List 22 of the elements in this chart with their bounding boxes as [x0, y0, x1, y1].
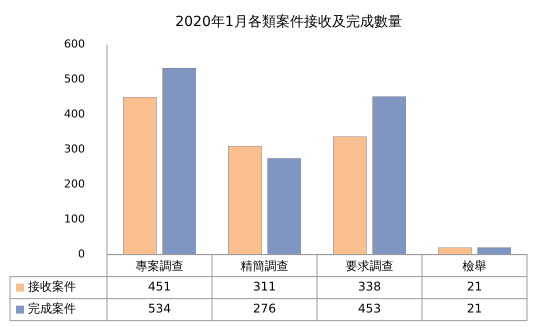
- legend-label: 完成案件: [28, 302, 76, 316]
- x-tick-label: 檢舉: [462, 258, 486, 273]
- data-label: 338: [358, 280, 381, 294]
- data-label: 534: [148, 302, 171, 316]
- chart-title: 2020年1月各類案件接收及完成數量: [175, 13, 402, 30]
- y-tick-label: 200: [64, 178, 85, 191]
- y-tick-label: 400: [64, 108, 85, 121]
- x-tick-label: 要求調查: [346, 258, 394, 273]
- legend-label: 接收案件: [28, 280, 76, 294]
- x-tick-label: 專案調查: [135, 258, 184, 273]
- data-label: 311: [253, 280, 276, 294]
- x-tick-label: 精簡調查: [240, 258, 288, 273]
- y-tick-label: 300: [64, 142, 85, 156]
- data-label: 21: [466, 280, 482, 294]
- y-tick-label: 0: [78, 247, 85, 260]
- data-label: 276: [253, 302, 276, 316]
- data-label: 451: [148, 280, 171, 294]
- y-tick-label: 500: [64, 72, 85, 86]
- y-tick-label: 100: [64, 212, 85, 226]
- y-tick-label: 600: [64, 38, 85, 51]
- data-label: 21: [466, 302, 482, 316]
- data-label: 453: [358, 302, 381, 316]
